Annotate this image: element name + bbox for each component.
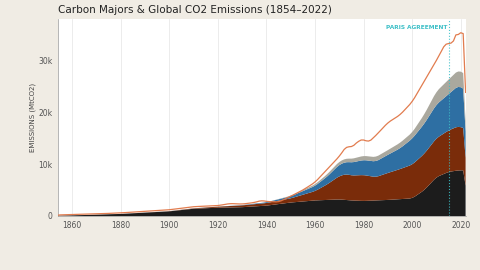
Y-axis label: EMISSIONS (MtCO2): EMISSIONS (MtCO2) [29, 83, 36, 152]
Text: Carbon Majors & Global CO2 Emissions (1854–2022): Carbon Majors & Global CO2 Emissions (18… [58, 5, 332, 15]
Text: PARIS AGREEMENT: PARIS AGREEMENT [386, 25, 447, 30]
